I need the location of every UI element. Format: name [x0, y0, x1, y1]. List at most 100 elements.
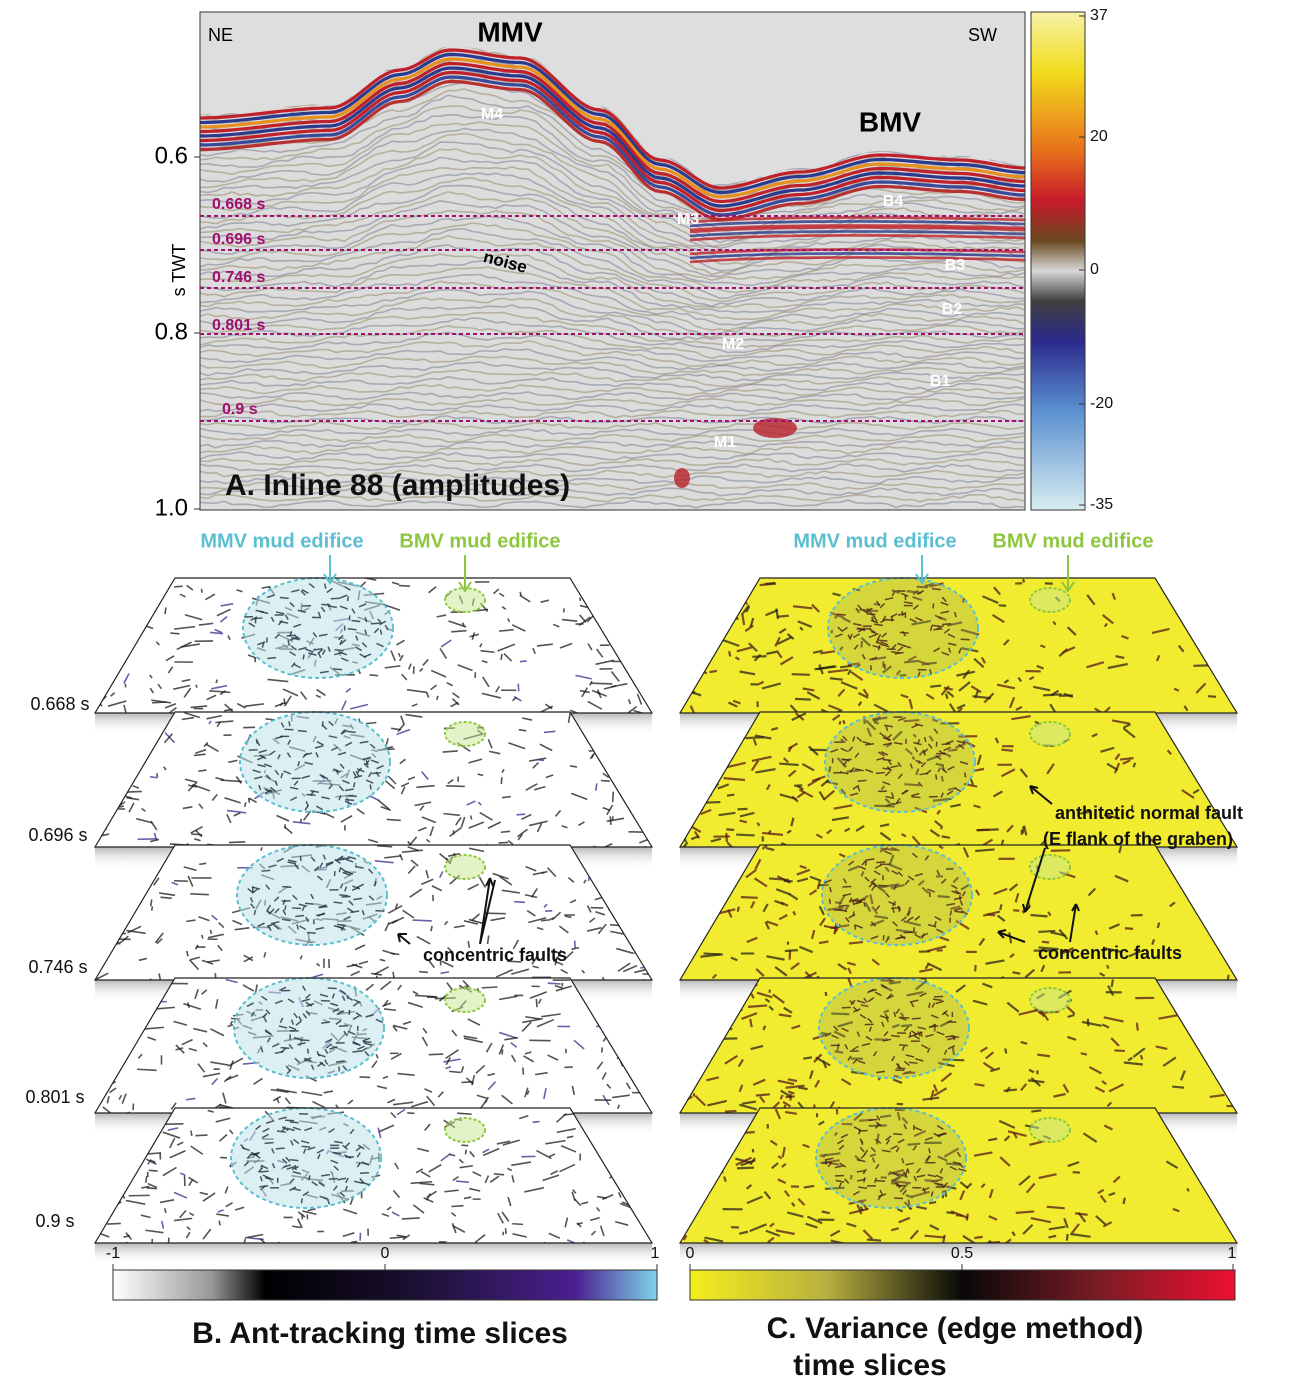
texture-stroke [899, 1045, 908, 1046]
texture-stroke [92, 773, 96, 776]
texture-stroke [684, 826, 687, 829]
texture-stroke [680, 676, 693, 680]
texture-stroke [628, 662, 632, 666]
texture-stroke [842, 886, 851, 887]
texture-stroke [750, 1019, 751, 1027]
texture-stroke [840, 666, 852, 667]
texture-stroke [699, 871, 709, 876]
texture-stroke [690, 780, 695, 786]
colorbar-label: 37 [1090, 7, 1108, 24]
texture-stroke [637, 1030, 654, 1032]
texture-stroke [501, 654, 502, 660]
texture-stroke [114, 1177, 126, 1182]
texture-stroke [1088, 1019, 1089, 1026]
texture-stroke [701, 1024, 703, 1034]
texture-stroke [325, 584, 326, 589]
texture-stroke [105, 779, 122, 782]
mmv-edifice [819, 978, 969, 1078]
texture-stroke [143, 590, 162, 593]
texture-stroke [724, 1177, 726, 1182]
texture-stroke [684, 1072, 690, 1075]
texture-stroke [147, 588, 150, 597]
texture-stroke [140, 591, 143, 594]
texture-stroke [245, 802, 246, 807]
bmv-edifice [1030, 1118, 1070, 1142]
texture-stroke [602, 1047, 603, 1052]
texture-stroke [694, 769, 697, 772]
texture-stroke [702, 881, 716, 883]
feature-label: M4 [481, 106, 503, 123]
texture-stroke [502, 1049, 503, 1054]
texture-stroke [96, 599, 102, 607]
texture-stroke [596, 783, 597, 790]
texture-stroke [429, 1054, 444, 1055]
panel-title: B. Ant-tracking time slices [192, 1317, 568, 1350]
texture-stroke [503, 1232, 504, 1235]
texture-stroke [261, 870, 270, 871]
texture-stroke [282, 887, 291, 888]
slice-label: 0.696 s [28, 825, 87, 845]
texture-stroke [729, 651, 730, 656]
texture-stroke [930, 686, 941, 687]
texture-stroke [681, 1217, 687, 1224]
texture-stroke [707, 780, 713, 783]
texture-stroke [370, 675, 379, 676]
texture-stroke [216, 680, 217, 684]
texture-stroke [741, 897, 758, 898]
horizon-label: 0.801 s [212, 317, 265, 334]
texture-stroke [683, 598, 689, 606]
texture-stroke [610, 1173, 618, 1175]
colorbar-label: 20 [1090, 128, 1108, 145]
slice-label: 0.668 s [30, 694, 89, 714]
texture-stroke [150, 777, 158, 778]
texture-stroke [342, 896, 351, 897]
horizon-label: 0.668 s [212, 196, 265, 213]
texture-stroke [124, 890, 133, 894]
texture-stroke [717, 742, 730, 749]
texture-stroke [512, 1224, 523, 1225]
texture-stroke [933, 603, 934, 608]
texture-stroke [591, 683, 612, 684]
texture-stroke [608, 906, 619, 910]
texture-stroke [133, 583, 138, 591]
texture-stroke [803, 1057, 812, 1058]
texture-stroke [102, 669, 105, 672]
texture-stroke [276, 1148, 285, 1149]
texture-stroke [779, 764, 798, 765]
texture-stroke [855, 925, 856, 930]
texture-stroke [96, 747, 101, 752]
texture-stroke [110, 744, 127, 750]
texture-stroke [116, 612, 129, 618]
texture-stroke [219, 1221, 220, 1226]
texture-stroke [523, 1068, 524, 1075]
texture-stroke [488, 935, 489, 944]
texture-stroke [756, 1094, 770, 1095]
texture-stroke [701, 758, 710, 759]
texture-stroke [595, 602, 601, 603]
texture-stroke [745, 737, 764, 738]
mmv-edifice [234, 978, 384, 1078]
feature-label: B1 [930, 373, 951, 390]
texture-stroke [646, 693, 656, 694]
texture-stroke [451, 631, 466, 632]
bmv-edifice [1030, 722, 1070, 746]
texture-stroke [1023, 826, 1024, 833]
texture-stroke [1067, 1234, 1068, 1241]
texture-stroke [111, 796, 114, 806]
texture-stroke [681, 1171, 687, 1179]
texture-stroke [947, 1022, 956, 1023]
texture-stroke [713, 1153, 731, 1156]
texture-stroke [619, 772, 631, 776]
texture-stroke [620, 763, 637, 765]
amplitude-anomaly [674, 468, 690, 488]
texture-stroke [1001, 750, 1012, 751]
texture-stroke [736, 835, 754, 836]
texture-stroke [623, 877, 624, 882]
texture-stroke [96, 685, 102, 695]
feature-label: B2 [942, 301, 963, 318]
texture-stroke [869, 1120, 878, 1121]
texture-stroke [1045, 583, 1053, 584]
texture-stroke [696, 1149, 704, 1152]
texture-stroke [347, 731, 356, 732]
texture-stroke [643, 1082, 659, 1087]
